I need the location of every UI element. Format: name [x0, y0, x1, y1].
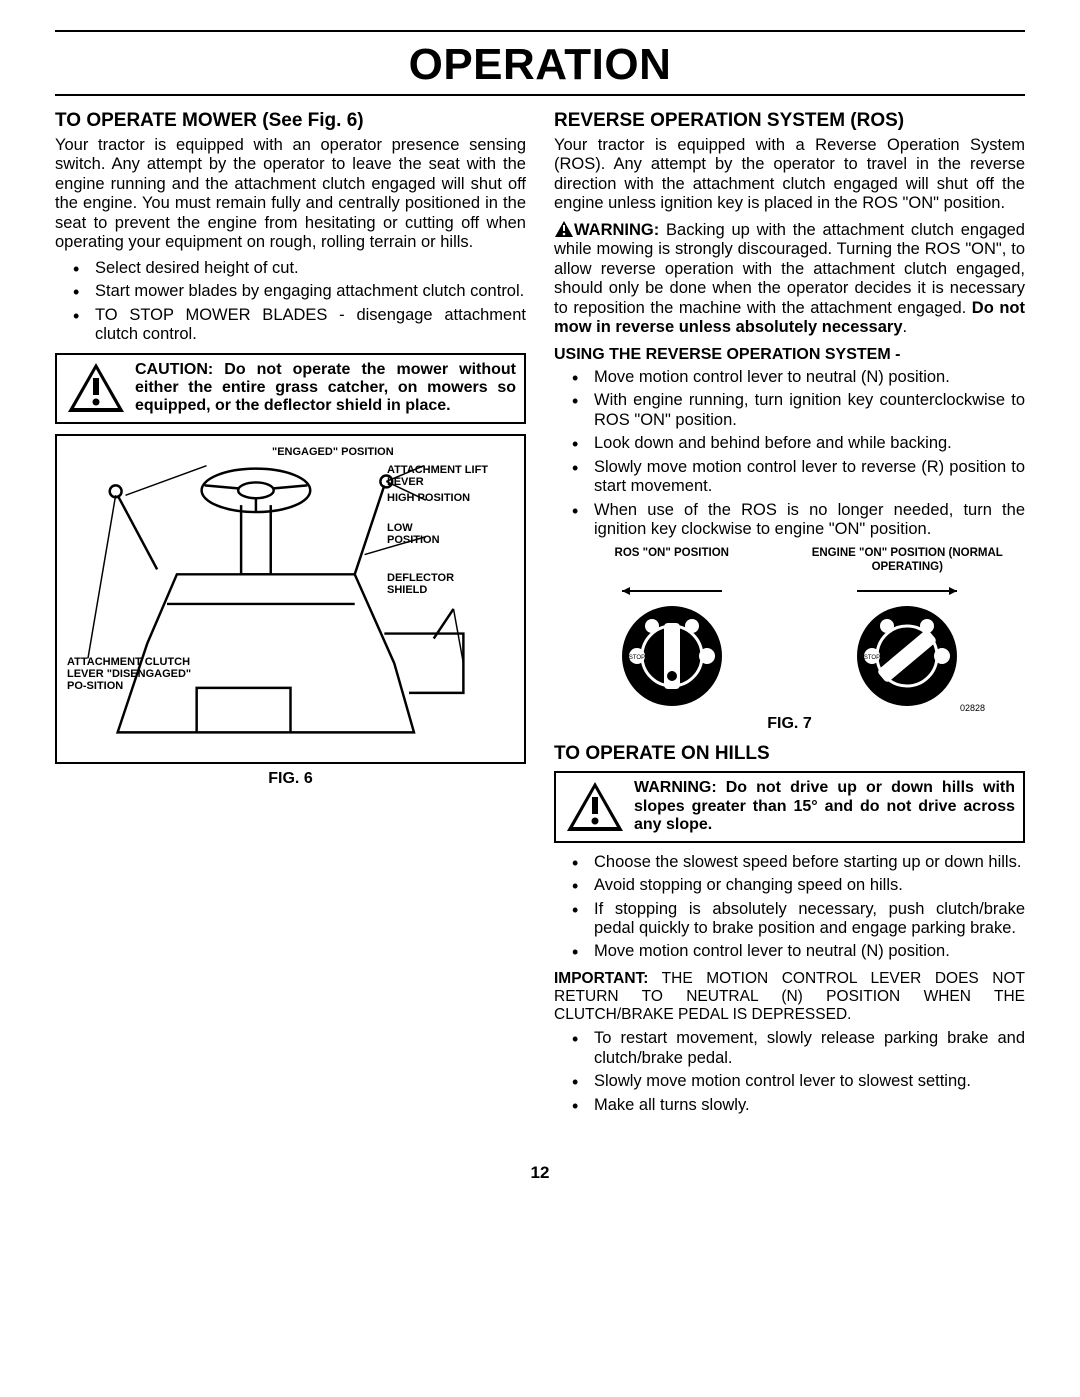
figure-6: "ENGAGED" POSITION ATTACHMENT LIFT LEVER… — [55, 434, 526, 764]
list-item: TO STOP MOWER BLADES - disengage attachm… — [79, 306, 526, 345]
ros-heading: REVERSE OPERATION SYSTEM (ROS) — [554, 110, 1025, 132]
list-item: Start mower blades by engaging attachmen… — [79, 282, 526, 301]
list-item: Choose the slowest speed before starting… — [578, 853, 1025, 872]
hills-bullets-1: Choose the slowest speed before starting… — [554, 853, 1025, 962]
page-number: 12 — [55, 1163, 1025, 1183]
figure-7: ROS "ON" POSITION — [554, 547, 1025, 711]
list-item: Select desired height of cut. — [79, 259, 526, 278]
svg-text:STOP: STOP — [864, 655, 880, 661]
list-item: Slowly move motion control lever to slow… — [578, 1072, 1025, 1091]
fig-code: 02828 — [960, 703, 985, 713]
list-item: With engine running, turn ignition key c… — [578, 391, 1025, 430]
fig-label: HIGH POSITION — [387, 492, 470, 504]
fig-label: DEFLECTOR SHIELD — [387, 572, 477, 596]
ros-on-label: ROS "ON" POSITION — [559, 547, 785, 575]
ignition-dial-engine-icon: STOP — [837, 581, 977, 711]
fig-label: ATTACHMENT LIFT LEVER — [387, 464, 497, 488]
warning-icon — [556, 773, 634, 840]
list-item: Move motion control lever to neutral (N)… — [578, 368, 1025, 387]
fig-label: ATTACHMENT CLUTCH LEVER "DISENGAGED" PO-… — [67, 656, 207, 692]
caution-text: CAUTION: Do not operate the mower withou… — [135, 355, 524, 422]
list-item: Move motion control lever to neutral (N)… — [578, 942, 1025, 961]
caution-box: CAUTION: Do not operate the mower withou… — [55, 353, 526, 424]
left-column: TO OPERATE MOWER (See Fig. 6) Your tract… — [55, 110, 526, 1123]
ignition-dial-ros-icon: STOP — [602, 581, 742, 711]
list-item: Look down and behind before and while ba… — [578, 434, 1025, 453]
list-item: Avoid stopping or changing speed on hill… — [578, 876, 1025, 895]
list-item: Make all turns slowly. — [578, 1096, 1025, 1115]
hills-warning-box: WARNING: Do not drive up or down hills w… — [554, 771, 1025, 842]
fig7-caption: FIG. 7 — [554, 715, 1025, 733]
ros-warning: WARNING: Backing up with the attachment … — [554, 220, 1025, 338]
hills-heading: TO OPERATE ON HILLS — [554, 743, 1025, 765]
list-item: Slowly move motion control lever to reve… — [578, 458, 1025, 497]
warning-icon — [554, 220, 574, 238]
engine-on-label: ENGINE "ON" POSITION (NORMAL OPERATING) — [794, 547, 1020, 575]
important-note: IMPORTANT: THE MOTION CONTROL LEVER DOES… — [554, 970, 1025, 1023]
list-item: When use of the ROS is no longer needed,… — [578, 501, 1025, 540]
list-item: To restart movement, slowly release park… — [578, 1029, 1025, 1068]
fig-label: LOW POSITION — [387, 522, 467, 546]
fig6-caption: FIG. 6 — [55, 770, 526, 788]
ros-paragraph: Your tractor is equipped with a Reverse … — [554, 136, 1025, 214]
hills-bullets-2: To restart movement, slowly release park… — [554, 1029, 1025, 1115]
mower-paragraph: Your tractor is equipped with an operato… — [55, 136, 526, 253]
svg-text:STOP: STOP — [629, 655, 645, 661]
list-item: If stopping is absolutely necessary, pus… — [578, 900, 1025, 939]
hills-warning-text: WARNING: Do not drive up or down hills w… — [634, 773, 1023, 840]
ros-subhead: USING THE REVERSE OPERATION SYSTEM - — [554, 346, 1025, 364]
right-column: REVERSE OPERATION SYSTEM (ROS) Your trac… — [554, 110, 1025, 1123]
page-title: OPERATION — [55, 40, 1025, 90]
fig-label: "ENGAGED" POSITION — [272, 446, 394, 458]
warning-icon — [57, 355, 135, 422]
mower-bullets: Select desired height of cut. Start mowe… — [55, 259, 526, 345]
ros-bullets: Move motion control lever to neutral (N)… — [554, 368, 1025, 540]
mower-heading: TO OPERATE MOWER (See Fig. 6) — [55, 110, 526, 132]
